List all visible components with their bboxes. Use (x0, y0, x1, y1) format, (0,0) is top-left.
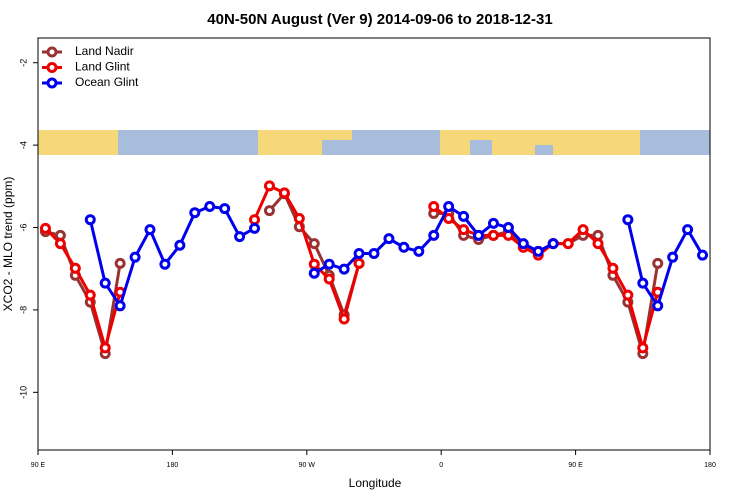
data-point (667, 251, 679, 263)
data-point (84, 214, 96, 226)
x-tick-label: 90 W (299, 462, 316, 469)
data-point (249, 214, 261, 226)
data-point (144, 224, 156, 236)
x-tick-label: 180 (167, 462, 179, 469)
data-point (308, 258, 320, 270)
data-point (353, 247, 365, 259)
data-point (458, 210, 470, 222)
chart-title: 40N-50N August (Ver 9) 2014-09-06 to 201… (207, 11, 552, 28)
data-point (487, 217, 499, 229)
data-point (159, 258, 171, 270)
data-point (622, 214, 634, 226)
y-tick-label: -4 (18, 141, 28, 149)
legend-marker (46, 77, 58, 89)
x-tick-label: 180 (704, 462, 716, 469)
data-point (443, 201, 455, 213)
data-point (607, 262, 619, 274)
data-point (338, 313, 350, 325)
data-point (308, 267, 320, 279)
map-strip (38, 130, 710, 155)
data-point (174, 239, 186, 251)
data-point (487, 229, 499, 241)
data-point (652, 257, 664, 269)
plot-frame (37, 37, 711, 451)
data-point (189, 207, 201, 219)
legend-label: Land Glint (75, 60, 130, 74)
x-tick-label: 0 (439, 462, 443, 469)
data-point (234, 231, 246, 243)
data-point (502, 222, 514, 234)
data-point (54, 238, 66, 250)
data-point (383, 233, 395, 245)
data-point (114, 257, 126, 269)
data-point (652, 300, 664, 312)
x-axis-label: Longitude (349, 476, 402, 490)
data-point (697, 249, 709, 261)
data-point (84, 289, 96, 301)
data-point (547, 238, 559, 250)
y-tick-label: -2 (18, 59, 28, 67)
data-point (308, 238, 320, 250)
data-point (637, 342, 649, 354)
data-point (278, 187, 290, 199)
data-point (338, 263, 350, 275)
legend-marker (46, 46, 58, 58)
data-point (682, 224, 694, 236)
data-point (263, 205, 275, 217)
data-point (473, 229, 485, 241)
data-point (353, 257, 365, 269)
data-point (428, 201, 440, 213)
data-point (413, 245, 425, 257)
data-point (637, 277, 649, 289)
data-point (517, 238, 529, 250)
data-point (622, 289, 634, 301)
data-point (398, 241, 410, 253)
legend-label: Land Nadir (75, 44, 134, 58)
legend-label: Ocean Glint (75, 75, 139, 89)
data-point (39, 222, 51, 234)
data-point (368, 247, 380, 259)
y-tick-label: -10 (18, 386, 28, 399)
data-point (323, 258, 335, 270)
y-axis-label: XCO2 - MLO trend (ppm) (1, 177, 15, 312)
data-point (129, 251, 141, 263)
x-tick-label: 90 E (568, 462, 583, 469)
data-point (114, 300, 126, 312)
data-point (458, 224, 470, 236)
data-point (562, 238, 574, 250)
legend-marker (46, 62, 58, 73)
data-point (323, 273, 335, 285)
data-point (443, 212, 455, 224)
data-point (204, 201, 216, 213)
data-point (219, 203, 231, 215)
data-point (532, 245, 544, 257)
data-point (428, 229, 440, 241)
data-point (249, 222, 261, 234)
data-point (99, 277, 111, 289)
data-point (99, 342, 111, 354)
x-tick-label: 90 E (31, 462, 46, 469)
data-point (69, 262, 81, 274)
data-point (592, 238, 604, 250)
y-tick-label: -6 (18, 224, 28, 232)
data-point (577, 224, 589, 236)
y-tick-label: -8 (18, 306, 28, 314)
data-point (263, 180, 275, 192)
data-point (293, 212, 305, 224)
